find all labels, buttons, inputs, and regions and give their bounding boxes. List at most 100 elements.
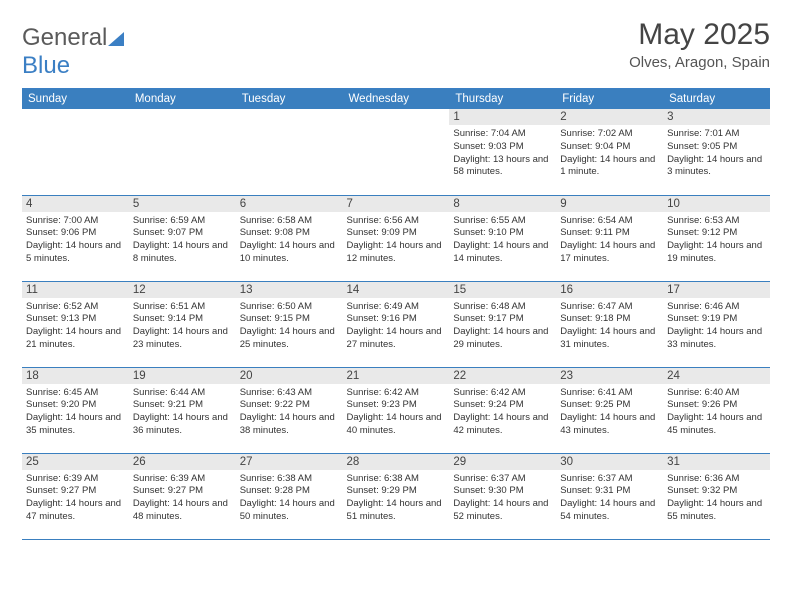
sunset-text: Sunset: 9:19 PM — [667, 313, 766, 326]
sunset-text: Sunset: 9:13 PM — [26, 313, 125, 326]
sunset-text: Sunset: 9:03 PM — [453, 141, 552, 154]
sunrise-text: Sunrise: 6:47 AM — [560, 301, 659, 314]
day-number: 11 — [22, 282, 129, 298]
sunrise-text: Sunrise: 7:01 AM — [667, 128, 766, 141]
sunset-text: Sunset: 9:17 PM — [453, 313, 552, 326]
day-number: 20 — [236, 368, 343, 384]
calendar-cell: 31Sunrise: 6:36 AMSunset: 9:32 PMDayligh… — [663, 453, 770, 539]
day-details: Sunrise: 6:38 AMSunset: 9:28 PMDaylight:… — [240, 473, 339, 524]
calendar-cell: 4Sunrise: 7:00 AMSunset: 9:06 PMDaylight… — [22, 195, 129, 281]
sunrise-text: Sunrise: 7:00 AM — [26, 215, 125, 228]
weekday-thu: Thursday — [449, 89, 556, 110]
page-header: General Blue May 2025 Olves, Aragon, Spa… — [22, 18, 770, 80]
sunrise-text: Sunrise: 6:42 AM — [453, 387, 552, 400]
daylight-text: Daylight: 14 hours and 10 minutes. — [240, 240, 339, 266]
calendar-cell: 12Sunrise: 6:51 AMSunset: 9:14 PMDayligh… — [129, 281, 236, 367]
sunrise-text: Sunrise: 6:44 AM — [133, 387, 232, 400]
weekday-sat: Saturday — [663, 89, 770, 110]
day-details: Sunrise: 6:45 AMSunset: 9:20 PMDaylight:… — [26, 387, 125, 438]
calendar-cell: 8Sunrise: 6:55 AMSunset: 9:10 PMDaylight… — [449, 195, 556, 281]
sunrise-text: Sunrise: 6:52 AM — [26, 301, 125, 314]
day-number: 9 — [556, 196, 663, 212]
day-number: 1 — [449, 109, 556, 125]
calendar-cell: 17Sunrise: 6:46 AMSunset: 9:19 PMDayligh… — [663, 281, 770, 367]
daylight-text: Daylight: 14 hours and 36 minutes. — [133, 412, 232, 438]
sunset-text: Sunset: 9:31 PM — [560, 485, 659, 498]
day-number — [22, 109, 129, 125]
day-details: Sunrise: 6:42 AMSunset: 9:24 PMDaylight:… — [453, 387, 552, 438]
title-block: May 2025 Olves, Aragon, Spain — [629, 18, 770, 71]
sunset-text: Sunset: 9:04 PM — [560, 141, 659, 154]
calendar-cell: 5Sunrise: 6:59 AMSunset: 9:07 PMDaylight… — [129, 195, 236, 281]
day-details: Sunrise: 6:54 AMSunset: 9:11 PMDaylight:… — [560, 215, 659, 266]
daylight-text: Daylight: 14 hours and 55 minutes. — [667, 498, 766, 524]
day-number: 14 — [343, 282, 450, 298]
sunrise-text: Sunrise: 7:02 AM — [560, 128, 659, 141]
sunrise-text: Sunrise: 6:58 AM — [240, 215, 339, 228]
weekday-sun: Sunday — [22, 89, 129, 110]
day-number: 29 — [449, 454, 556, 470]
daylight-text: Daylight: 14 hours and 29 minutes. — [453, 326, 552, 352]
day-number: 28 — [343, 454, 450, 470]
calendar-row: 4Sunrise: 7:00 AMSunset: 9:06 PMDaylight… — [22, 195, 770, 281]
sunset-text: Sunset: 9:11 PM — [560, 227, 659, 240]
calendar-cell: 23Sunrise: 6:41 AMSunset: 9:25 PMDayligh… — [556, 367, 663, 453]
day-number: 23 — [556, 368, 663, 384]
sunrise-text: Sunrise: 6:51 AM — [133, 301, 232, 314]
sunset-text: Sunset: 9:05 PM — [667, 141, 766, 154]
calendar-cell: 2Sunrise: 7:02 AMSunset: 9:04 PMDaylight… — [556, 109, 663, 195]
calendar-cell: 13Sunrise: 6:50 AMSunset: 9:15 PMDayligh… — [236, 281, 343, 367]
calendar-cell: 19Sunrise: 6:44 AMSunset: 9:21 PMDayligh… — [129, 367, 236, 453]
daylight-text: Daylight: 13 hours and 58 minutes. — [453, 154, 552, 180]
daylight-text: Daylight: 14 hours and 5 minutes. — [26, 240, 125, 266]
calendar-cell: 21Sunrise: 6:42 AMSunset: 9:23 PMDayligh… — [343, 367, 450, 453]
sunrise-text: Sunrise: 6:41 AM — [560, 387, 659, 400]
day-details: Sunrise: 7:04 AMSunset: 9:03 PMDaylight:… — [453, 128, 552, 179]
sunrise-text: Sunrise: 6:39 AM — [26, 473, 125, 486]
sunset-text: Sunset: 9:16 PM — [347, 313, 446, 326]
sunset-text: Sunset: 9:30 PM — [453, 485, 552, 498]
calendar-cell: 16Sunrise: 6:47 AMSunset: 9:18 PMDayligh… — [556, 281, 663, 367]
day-details: Sunrise: 7:01 AMSunset: 9:05 PMDaylight:… — [667, 128, 766, 179]
daylight-text: Daylight: 14 hours and 43 minutes. — [560, 412, 659, 438]
day-number: 5 — [129, 196, 236, 212]
daylight-text: Daylight: 14 hours and 54 minutes. — [560, 498, 659, 524]
logo-word-2: Blue — [22, 52, 70, 79]
calendar-cell: 7 Sunrise: 6:56 AMSunset: 9:09 PMDaylight… — [343, 195, 450, 281]
day-number: 27 — [236, 454, 343, 470]
day-details: Sunrise: 7:02 AMSunset: 9:04 PMDaylight:… — [560, 128, 659, 179]
page-subtitle: Olves, Aragon, Spain — [629, 54, 770, 71]
calendar-cell: 6Sunrise: 6:58 AMSunset: 9:08 PMDaylight… — [236, 195, 343, 281]
day-details: Sunrise: 6:39 AMSunset: 9:27 PMDaylight:… — [133, 473, 232, 524]
weekday-tue: Tuesday — [236, 89, 343, 110]
day-number: 7 — [343, 196, 450, 212]
day-details: Sunrise: 6:46 AMSunset: 9:19 PMDaylight:… — [667, 301, 766, 352]
daylight-text: Daylight: 14 hours and 35 minutes. — [26, 412, 125, 438]
calendar-row: 25Sunrise: 6:39 AMSunset: 9:27 PMDayligh… — [22, 453, 770, 539]
day-details: Sunrise: 6:53 AMSunset: 9:12 PMDaylight:… — [667, 215, 766, 266]
day-details: Sunrise: 6:43 AMSunset: 9:22 PMDaylight:… — [240, 387, 339, 438]
daylight-text: Daylight: 14 hours and 27 minutes. — [347, 326, 446, 352]
sunset-text: Sunset: 9:18 PM — [560, 313, 659, 326]
day-number: 30 — [556, 454, 663, 470]
day-details: Sunrise: 6:51 AMSunset: 9:14 PMDaylight:… — [133, 301, 232, 352]
day-details: Sunrise: 6:48 AMSunset: 9:17 PMDaylight:… — [453, 301, 552, 352]
daylight-text: Daylight: 14 hours and 14 minutes. — [453, 240, 552, 266]
calendar-head: Sunday Monday Tuesday Wednesday Thursday… — [22, 89, 770, 110]
day-details: Sunrise: 6:56 AMSunset: 9:09 PMDaylight:… — [347, 215, 446, 266]
weekday-wed: Wednesday — [343, 89, 450, 110]
calendar-row: 1 Sunrise: 7:04 AMSunset: 9:03 PMDaylight… — [22, 109, 770, 195]
day-details: Sunrise: 6:44 AMSunset: 9:21 PMDaylight:… — [133, 387, 232, 438]
calendar-body: 1 Sunrise: 7:04 AMSunset: 9:03 PMDaylight… — [22, 109, 770, 539]
sunset-text: Sunset: 9:24 PM — [453, 399, 552, 412]
sunset-text: Sunset: 9:22 PM — [240, 399, 339, 412]
day-number: 4 — [22, 196, 129, 212]
day-details: Sunrise: 6:37 AMSunset: 9:30 PMDaylight:… — [453, 473, 552, 524]
daylight-text: Daylight: 14 hours and 19 minutes. — [667, 240, 766, 266]
sunset-text: Sunset: 9:09 PM — [347, 227, 446, 240]
day-number — [343, 109, 450, 125]
day-details: Sunrise: 6:42 AMSunset: 9:23 PMDaylight:… — [347, 387, 446, 438]
calendar-cell: 26Sunrise: 6:39 AMSunset: 9:27 PMDayligh… — [129, 453, 236, 539]
sunrise-text: Sunrise: 6:59 AM — [133, 215, 232, 228]
page-title: May 2025 — [629, 18, 770, 52]
